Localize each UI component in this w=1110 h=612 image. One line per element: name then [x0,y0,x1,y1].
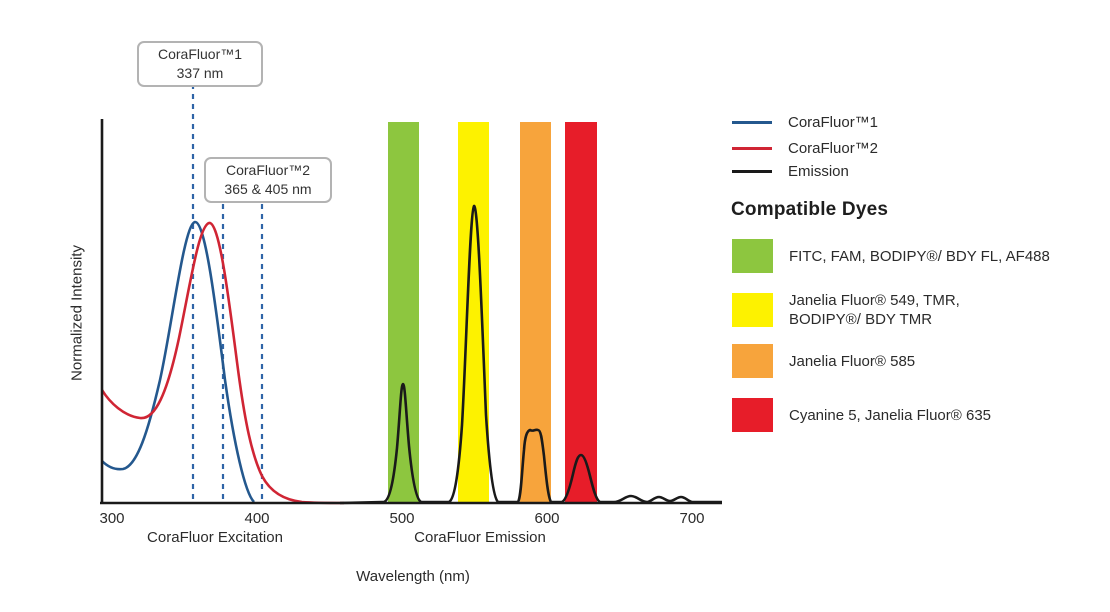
band-green [388,122,419,502]
band-yellow [458,122,489,502]
dye-swatch-red [732,398,773,432]
annotation-value: 365 & 405 nm [224,181,312,197]
legend-item-corafluor2: CoraFluor™2 [732,139,879,157]
x-tick-400: 400 [244,510,270,527]
corafluor1-line-swatch [732,120,772,124]
dye-label: Janelia Fluor® 549, TMR, BODIPY®/ BDY TM… [789,291,960,329]
dye-swatch-green [732,239,773,273]
dye-item-orange: Janelia Fluor® 585 [732,344,915,378]
legend-label: Emission [788,162,849,180]
dye-item-yellow: Janelia Fluor® 549, TMR, BODIPY®/ BDY TM… [732,291,960,329]
emission-line-swatch [732,169,772,173]
dye-item-green: FITC, FAM, BODIPY®/ BDY FL, AF488 [732,239,1050,273]
legend-label: CoraFluor™1 [788,113,879,131]
y-axis-label: Normalized Intensity [68,245,86,381]
spectra-chart-svg [100,84,722,505]
annotation-box-corafluor1: CoraFluor™1 337 nm [137,41,263,87]
x-tick-600: 600 [534,510,560,527]
annotation-value: 337 nm [176,65,224,81]
x-axis-section-label-emission: CoraFluor Emission [414,529,546,546]
x-tick-700: 700 [679,510,705,527]
dye-swatch-orange [732,344,773,378]
legend-label: CoraFluor™2 [788,139,879,157]
annotation-title: CoraFluor™2 [225,162,311,178]
legend-item-corafluor1: CoraFluor™1 [732,113,879,131]
corafluor2-excitation-curve [100,221,345,505]
corafluor2-line-swatch [732,146,772,150]
x-tick-500: 500 [389,510,415,527]
legend-item-emission: Emission [732,162,849,180]
dye-swatch-yellow [732,293,773,327]
dye-label: FITC, FAM, BODIPY®/ BDY FL, AF488 [789,247,1050,265]
x-axis-title: Wavelength (nm) [356,568,470,585]
dye-label: Cyanine 5, Janelia Fluor® 635 [789,406,992,424]
dye-label-line2: BODIPY®/ BDY TMR [789,311,933,328]
dye-item-red: Cyanine 5, Janelia Fluor® 635 [732,398,991,432]
compatible-dyes-heading: Compatible Dyes [731,199,889,220]
corafluor1-excitation-curve [101,220,256,503]
annotation-box-corafluor2: CoraFluor™2 365 & 405 nm [204,157,332,203]
x-axis-section-label-excitation: CoraFluor Excitation [147,529,283,546]
x-tick-300: 300 [99,510,125,527]
dye-label-line1: Janelia Fluor® 549, TMR, [789,292,960,309]
dye-label: Janelia Fluor® 585 [789,352,916,370]
band-red [565,122,597,502]
annotation-title: CoraFluor™1 [157,46,243,62]
